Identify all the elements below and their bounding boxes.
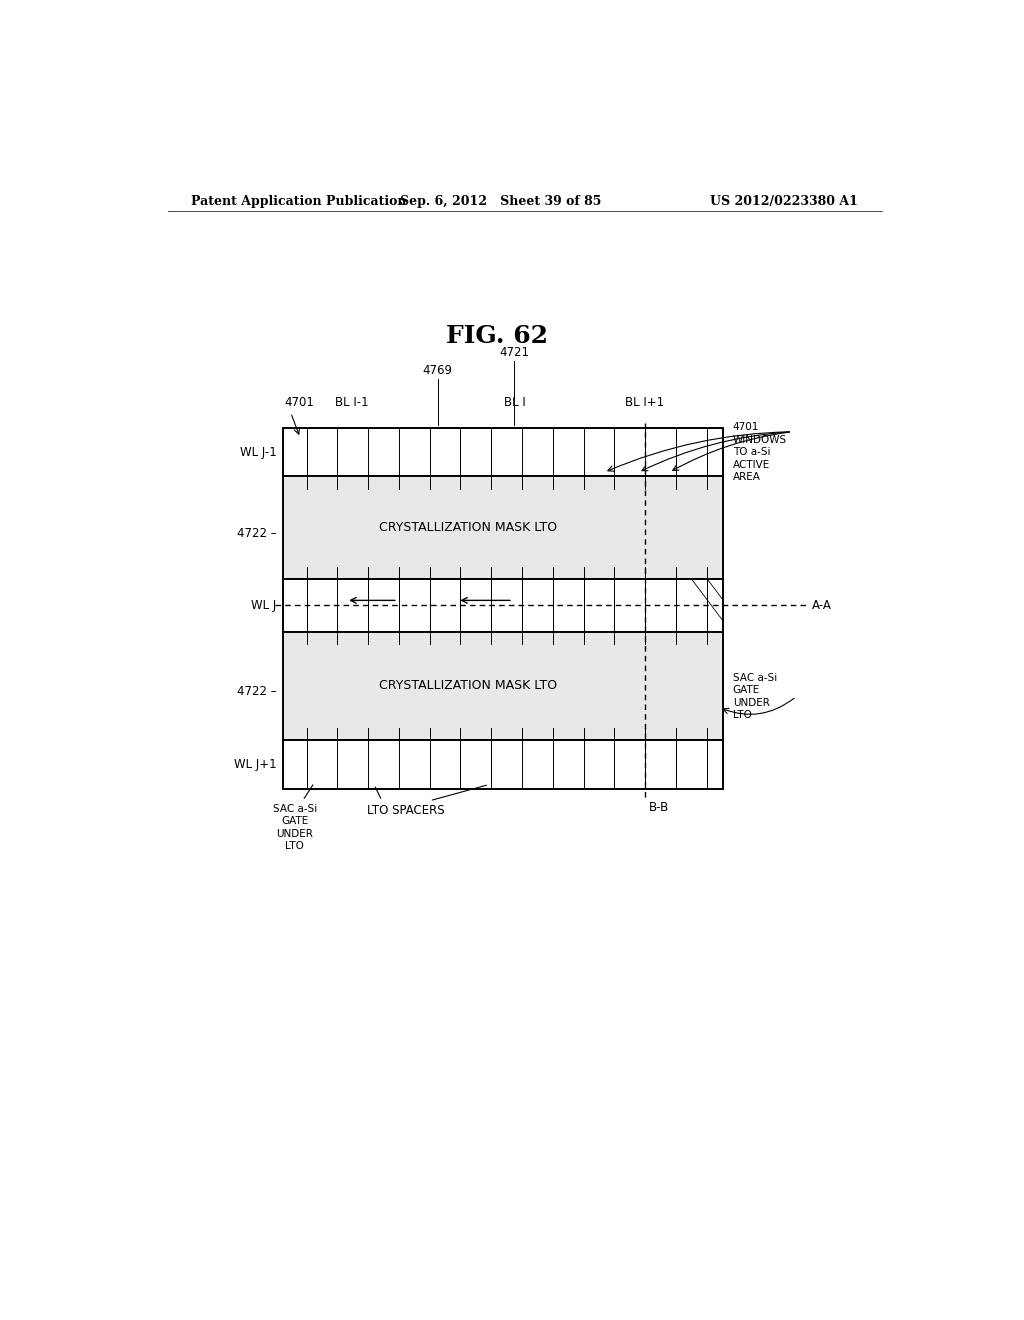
Bar [283, 579, 723, 631]
Text: 4722 –: 4722 – [237, 527, 276, 540]
Text: CRYSTALLIZATION MASK LTO: CRYSTALLIZATION MASK LTO [379, 680, 557, 692]
Text: 4701
WINDOWS
TO a-Si
ACTIVE
AREA: 4701 WINDOWS TO a-Si ACTIVE AREA [733, 422, 786, 482]
Text: BL I+1: BL I+1 [625, 396, 665, 409]
Bar [283, 428, 723, 477]
Text: 4701: 4701 [285, 396, 314, 409]
Text: Sep. 6, 2012   Sheet 39 of 85: Sep. 6, 2012 Sheet 39 of 85 [400, 194, 602, 207]
Text: Patent Application Publication: Patent Application Publication [191, 194, 407, 207]
Text: US 2012/0223380 A1: US 2012/0223380 A1 [711, 194, 858, 207]
Text: WL J-1: WL J-1 [240, 446, 276, 458]
Text: B-B: B-B [648, 801, 669, 813]
Text: 4722 –: 4722 – [237, 685, 276, 698]
Text: WL J: WL J [251, 599, 276, 612]
Text: CRYSTALLIZATION MASK LTO: CRYSTALLIZATION MASK LTO [379, 521, 557, 535]
Text: FIG. 62: FIG. 62 [446, 325, 548, 348]
Text: SAC a-Si
GATE
UNDER
LTO: SAC a-Si GATE UNDER LTO [733, 673, 777, 721]
Text: 4769: 4769 [423, 364, 453, 378]
Text: LTO SPACERS: LTO SPACERS [367, 804, 444, 817]
Text: 4721: 4721 [500, 346, 529, 359]
Text: SAC a-Si
GATE
UNDER
LTO: SAC a-Si GATE UNDER LTO [272, 804, 316, 851]
Bar [283, 477, 723, 579]
Bar [283, 428, 723, 788]
Bar [283, 631, 723, 739]
Text: WL J+1: WL J+1 [233, 758, 276, 771]
Text: BL I-1: BL I-1 [335, 396, 369, 409]
Text: BL I: BL I [504, 396, 525, 409]
Text: A-A: A-A [812, 599, 831, 612]
Bar [283, 739, 723, 788]
